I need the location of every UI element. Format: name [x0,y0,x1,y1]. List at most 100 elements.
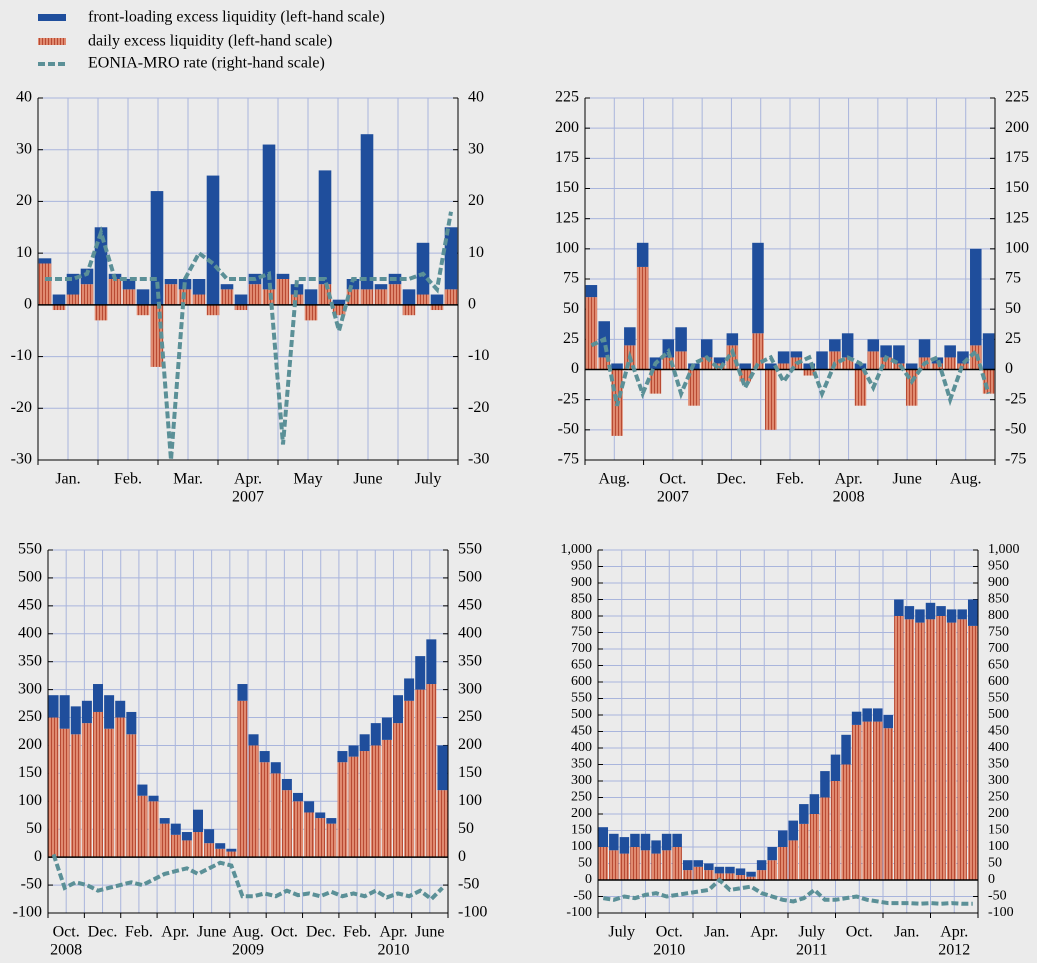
front-loading-bar [262,144,276,290]
front-loading-bar [70,706,81,735]
y-tick-label: 300 [18,680,42,697]
daily-bar [234,304,248,311]
front-loading-bar [404,678,415,701]
y2-tick-label: 750 [988,625,1009,640]
front-loading-bar [862,708,872,722]
y-tick-label: 75 [563,270,579,287]
eonia-line [602,877,973,906]
daily-bar [430,304,444,311]
y-tick-label: -50 [558,421,579,438]
front-loading-bar [693,860,704,867]
front-loading-bar [193,809,203,833]
front-loading-bar [918,339,931,358]
front-loading-bar [402,289,416,305]
y2-tick-label: 900 [988,575,1009,590]
front-loading-bar [944,345,956,358]
daily-bar [777,847,788,880]
y2-tick-label: 800 [988,608,1009,623]
legend-swatch [38,38,66,45]
y-tick-label: 400 [571,740,592,755]
daily-bar [946,622,957,880]
front-loading-bar [276,273,290,279]
y2-tick-label: 350 [988,757,1009,772]
front-loading-bar [756,860,767,871]
x-tick-label: June [415,924,444,941]
x-tick-label: Oct. [659,471,686,488]
front-loading-bar [206,175,220,305]
x-tick-label: Apr. [835,471,863,488]
y2-tick-label: 150 [988,823,1009,838]
daily-bar [276,279,290,305]
daily-bar [636,266,649,370]
y-tick-label: -30 [11,451,32,468]
y-tick-label: 650 [571,658,592,673]
daily-bar [936,616,946,880]
daily-bar [416,294,430,305]
daily-bar [649,369,662,394]
y-tick-label: 50 [26,820,42,837]
daily-bar [651,853,661,880]
daily-bar [70,734,81,858]
daily-bar [290,294,304,305]
y-tick-label: 950 [571,559,592,574]
daily-bar [215,848,226,858]
front-loading-bar [164,279,178,285]
panel: -75 -50 -25 0 25 50 75 100 125 150 175 200 225 -75 -50… [555,89,1029,506]
daily-bar [148,801,159,858]
y-tick-label: 1,000 [561,542,593,557]
y2-tick-label: 300 [458,680,482,697]
y-tick-label: 150 [571,823,592,838]
year-label: 2009 [232,942,264,959]
x-tick-label: Aug. [232,924,264,941]
daily-bar [803,369,815,376]
front-loading-bar [332,299,346,305]
front-loading-bar [830,754,841,781]
daily-bar [150,304,164,367]
daily-bar [829,351,841,370]
year-label: 2008 [50,942,82,959]
y2-tick-label: 50 [988,856,1002,871]
x-tick-label: Aug. [950,471,982,488]
daily-bar [304,304,318,321]
front-loading-bar [220,284,234,290]
front-loading-bar [337,751,348,763]
x-tick-label: Apr. [234,471,262,488]
daily-bar [370,745,381,858]
daily-bar [126,734,137,858]
front-loading-bar [416,242,430,295]
y2-tick-label: 0 [458,848,466,865]
x-tick-label: Jan. [55,471,80,488]
y2-tick-label: -10 [468,347,489,364]
front-loading-bar [851,711,862,725]
daily-bar [598,847,609,880]
eonia-line [45,211,453,461]
daily-bar [640,850,651,880]
y2-tick-label: 1,000 [988,542,1020,557]
front-loading-bar [80,268,94,285]
daily-bar [404,700,415,858]
y2-tick-label: 20 [468,192,484,209]
front-loading-bar [619,837,630,854]
year-label: 2012 [938,942,970,959]
front-loading-bar [192,279,206,295]
y-tick-label: -100 [13,904,42,921]
daily-bar [193,832,203,858]
front-loading-bar [170,823,181,835]
front-loading-bar [672,833,682,847]
daily-bar [809,814,820,880]
y-tick-label: 250 [18,708,42,725]
daily-bar [867,351,880,370]
y-tick-label: 100 [571,839,592,854]
y-tick-label: -75 [558,451,579,468]
front-loading-bar [883,715,894,729]
front-loading-bar [226,848,237,852]
daily-bar [348,756,359,858]
front-loading-bar [630,833,640,847]
front-loading-bar [181,832,192,841]
x-tick-label: June [197,924,226,941]
y2-tick-label: 350 [458,652,482,669]
y2-tick-label: 650 [988,658,1009,673]
x-tick-label: Apr. [379,924,407,941]
daily-bar [326,823,337,858]
daily-bar [675,351,687,370]
